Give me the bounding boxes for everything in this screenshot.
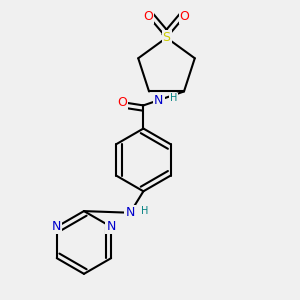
Text: O: O	[117, 96, 127, 109]
Text: H: H	[170, 94, 177, 103]
Text: H: H	[141, 206, 149, 216]
Text: N: N	[125, 206, 135, 219]
Text: N: N	[154, 94, 164, 106]
Text: N: N	[52, 220, 62, 233]
Text: S: S	[163, 31, 170, 44]
Text: O: O	[143, 10, 153, 23]
Text: N: N	[106, 220, 116, 233]
Text: O: O	[180, 10, 190, 23]
